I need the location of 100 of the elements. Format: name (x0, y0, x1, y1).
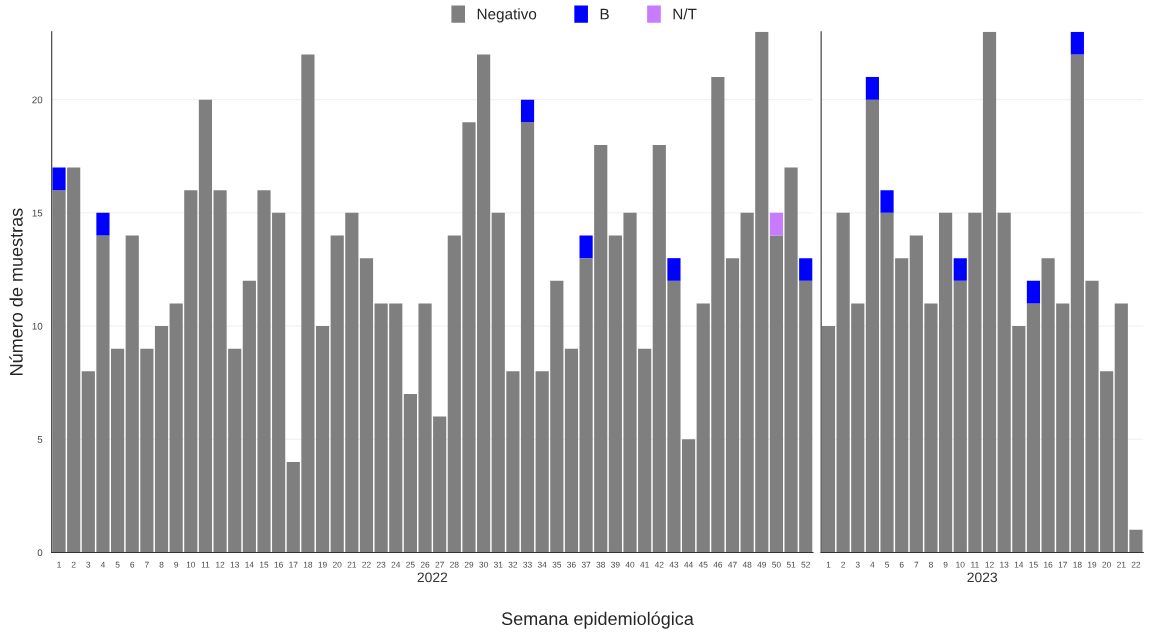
x-tick-label: 17 (1058, 561, 1067, 568)
legend-label: Negativo (477, 8, 537, 23)
text: Semana epidemiológica (501, 611, 694, 629)
bar (880, 190, 894, 213)
x-tick-label: 18 (1073, 561, 1082, 568)
x-tick-label: 36 (567, 561, 576, 568)
x-tick-label: 14 (1014, 561, 1024, 568)
x-tick-label: 30 (479, 561, 488, 568)
y-tick-label: 20 (32, 96, 43, 104)
bar (564, 348, 579, 553)
x-tick-label: 22 (362, 561, 371, 568)
x-tick-label: 19 (318, 561, 327, 568)
x-tick-label: 2 (71, 561, 76, 568)
x-tick-label: 33 (523, 561, 532, 568)
x-tick-label: 29 (464, 561, 474, 568)
x-tick-label: 23 (376, 561, 386, 568)
bar (520, 122, 535, 553)
bar (52, 167, 66, 191)
bar (821, 326, 836, 553)
y-tick-label: 10 (32, 322, 43, 330)
bar (154, 326, 169, 553)
x-tick-label: 13 (1000, 561, 1009, 568)
x-tick-label: 10 (186, 561, 196, 568)
bar (1070, 31, 1084, 55)
x-axis-title: 2023 (967, 572, 998, 583)
x-tick-label: 35 (552, 561, 562, 568)
bar (96, 212, 110, 236)
x-tick-label: 15 (1029, 561, 1038, 568)
x-tick-label: 2 (841, 561, 846, 568)
bar (1026, 303, 1041, 553)
x-tick-label: 24 (391, 561, 401, 568)
x-tick-label: 34 (537, 561, 547, 568)
x-tick-label: 6 (130, 561, 135, 568)
bar (579, 235, 593, 259)
x-tick-label: 17 (289, 561, 298, 568)
x-tick-label: 43 (669, 561, 679, 568)
x-tick-label: 32 (508, 561, 518, 568)
legend-label: B (600, 8, 609, 20)
x-tick-label: 16 (274, 561, 283, 568)
x-tick-label: 5 (885, 561, 890, 568)
x-tick-label: 44 (684, 561, 693, 568)
x-tick-label: 3 (855, 561, 860, 568)
x-tick-label: 37 (581, 561, 591, 568)
x-tick-label: 18 (303, 561, 313, 568)
bar (359, 258, 374, 553)
x-tick-label: 3 (86, 561, 91, 568)
y-axis-title: Número de muestras (9, 208, 23, 375)
x-tick-label: 9 (943, 561, 948, 568)
y-tick-label: 0 (37, 549, 43, 557)
x-tick-label: 31 (493, 561, 503, 568)
x-tick-label: 38 (596, 561, 606, 568)
x-tick-label: 21 (347, 561, 357, 568)
y-tick-label: 15 (32, 209, 43, 217)
x-tick-label: 4 (870, 561, 875, 568)
bar (799, 258, 813, 281)
x-tick-label: 13 (230, 561, 239, 568)
x-tick-label: 12 (985, 561, 994, 568)
x-tick-label: 14 (245, 561, 254, 568)
x-tick-label: 45 (698, 561, 708, 568)
y-tick-label: 5 (37, 436, 43, 443)
x-tick-label: 1 (57, 561, 61, 568)
bar (769, 212, 784, 236)
bar (953, 258, 967, 281)
x-tick-label: 19 (1088, 561, 1097, 568)
x-axis-title: 2022 (417, 572, 448, 583)
bar (725, 258, 740, 553)
x-tick-label: 50 (772, 561, 781, 568)
x-tick-label: 5 (115, 561, 120, 568)
x-tick-label: 8 (929, 561, 933, 568)
x-tick-label: 11 (201, 561, 210, 568)
x-tick-label: 15 (260, 561, 269, 568)
x-tick-label: 25 (406, 561, 415, 568)
x-tick-label: 21 (1117, 561, 1126, 568)
x-tick-label: 16 (1044, 561, 1053, 568)
x-tick-label: 27 (435, 561, 444, 568)
x-tick-label: 20 (332, 561, 342, 568)
x-tick-label: 22 (1131, 561, 1141, 568)
x-tick-label: 10 (956, 561, 965, 568)
x-tick-label: 1 (826, 561, 831, 568)
legend-label: N/T (673, 8, 697, 20)
bar (667, 258, 681, 281)
x-tick-label: 8 (159, 561, 164, 568)
x-tick-label: 7 (144, 561, 149, 568)
x-tick-label: 6 (899, 561, 904, 568)
x-tick-label: 39 (611, 561, 620, 568)
x-tick-label: 20 (1102, 561, 1111, 568)
x-tick-label: 49 (757, 561, 767, 568)
x-tick-label: 26 (420, 561, 430, 568)
x-tick-label: 40 (625, 561, 635, 568)
x-tick-label: 46 (713, 561, 723, 568)
x-tick-label: 12 (216, 561, 225, 568)
x-tick-label: 9 (174, 561, 179, 568)
x-tick-label: 48 (742, 561, 752, 568)
x-tick-label: 41 (640, 561, 649, 568)
bar (1026, 280, 1041, 304)
x-tick-label: 47 (728, 561, 737, 568)
x-tick-label: 11 (971, 561, 979, 568)
x-tick-label: 7 (914, 561, 919, 568)
bar (982, 31, 997, 553)
x-tick-label: 52 (801, 561, 810, 568)
